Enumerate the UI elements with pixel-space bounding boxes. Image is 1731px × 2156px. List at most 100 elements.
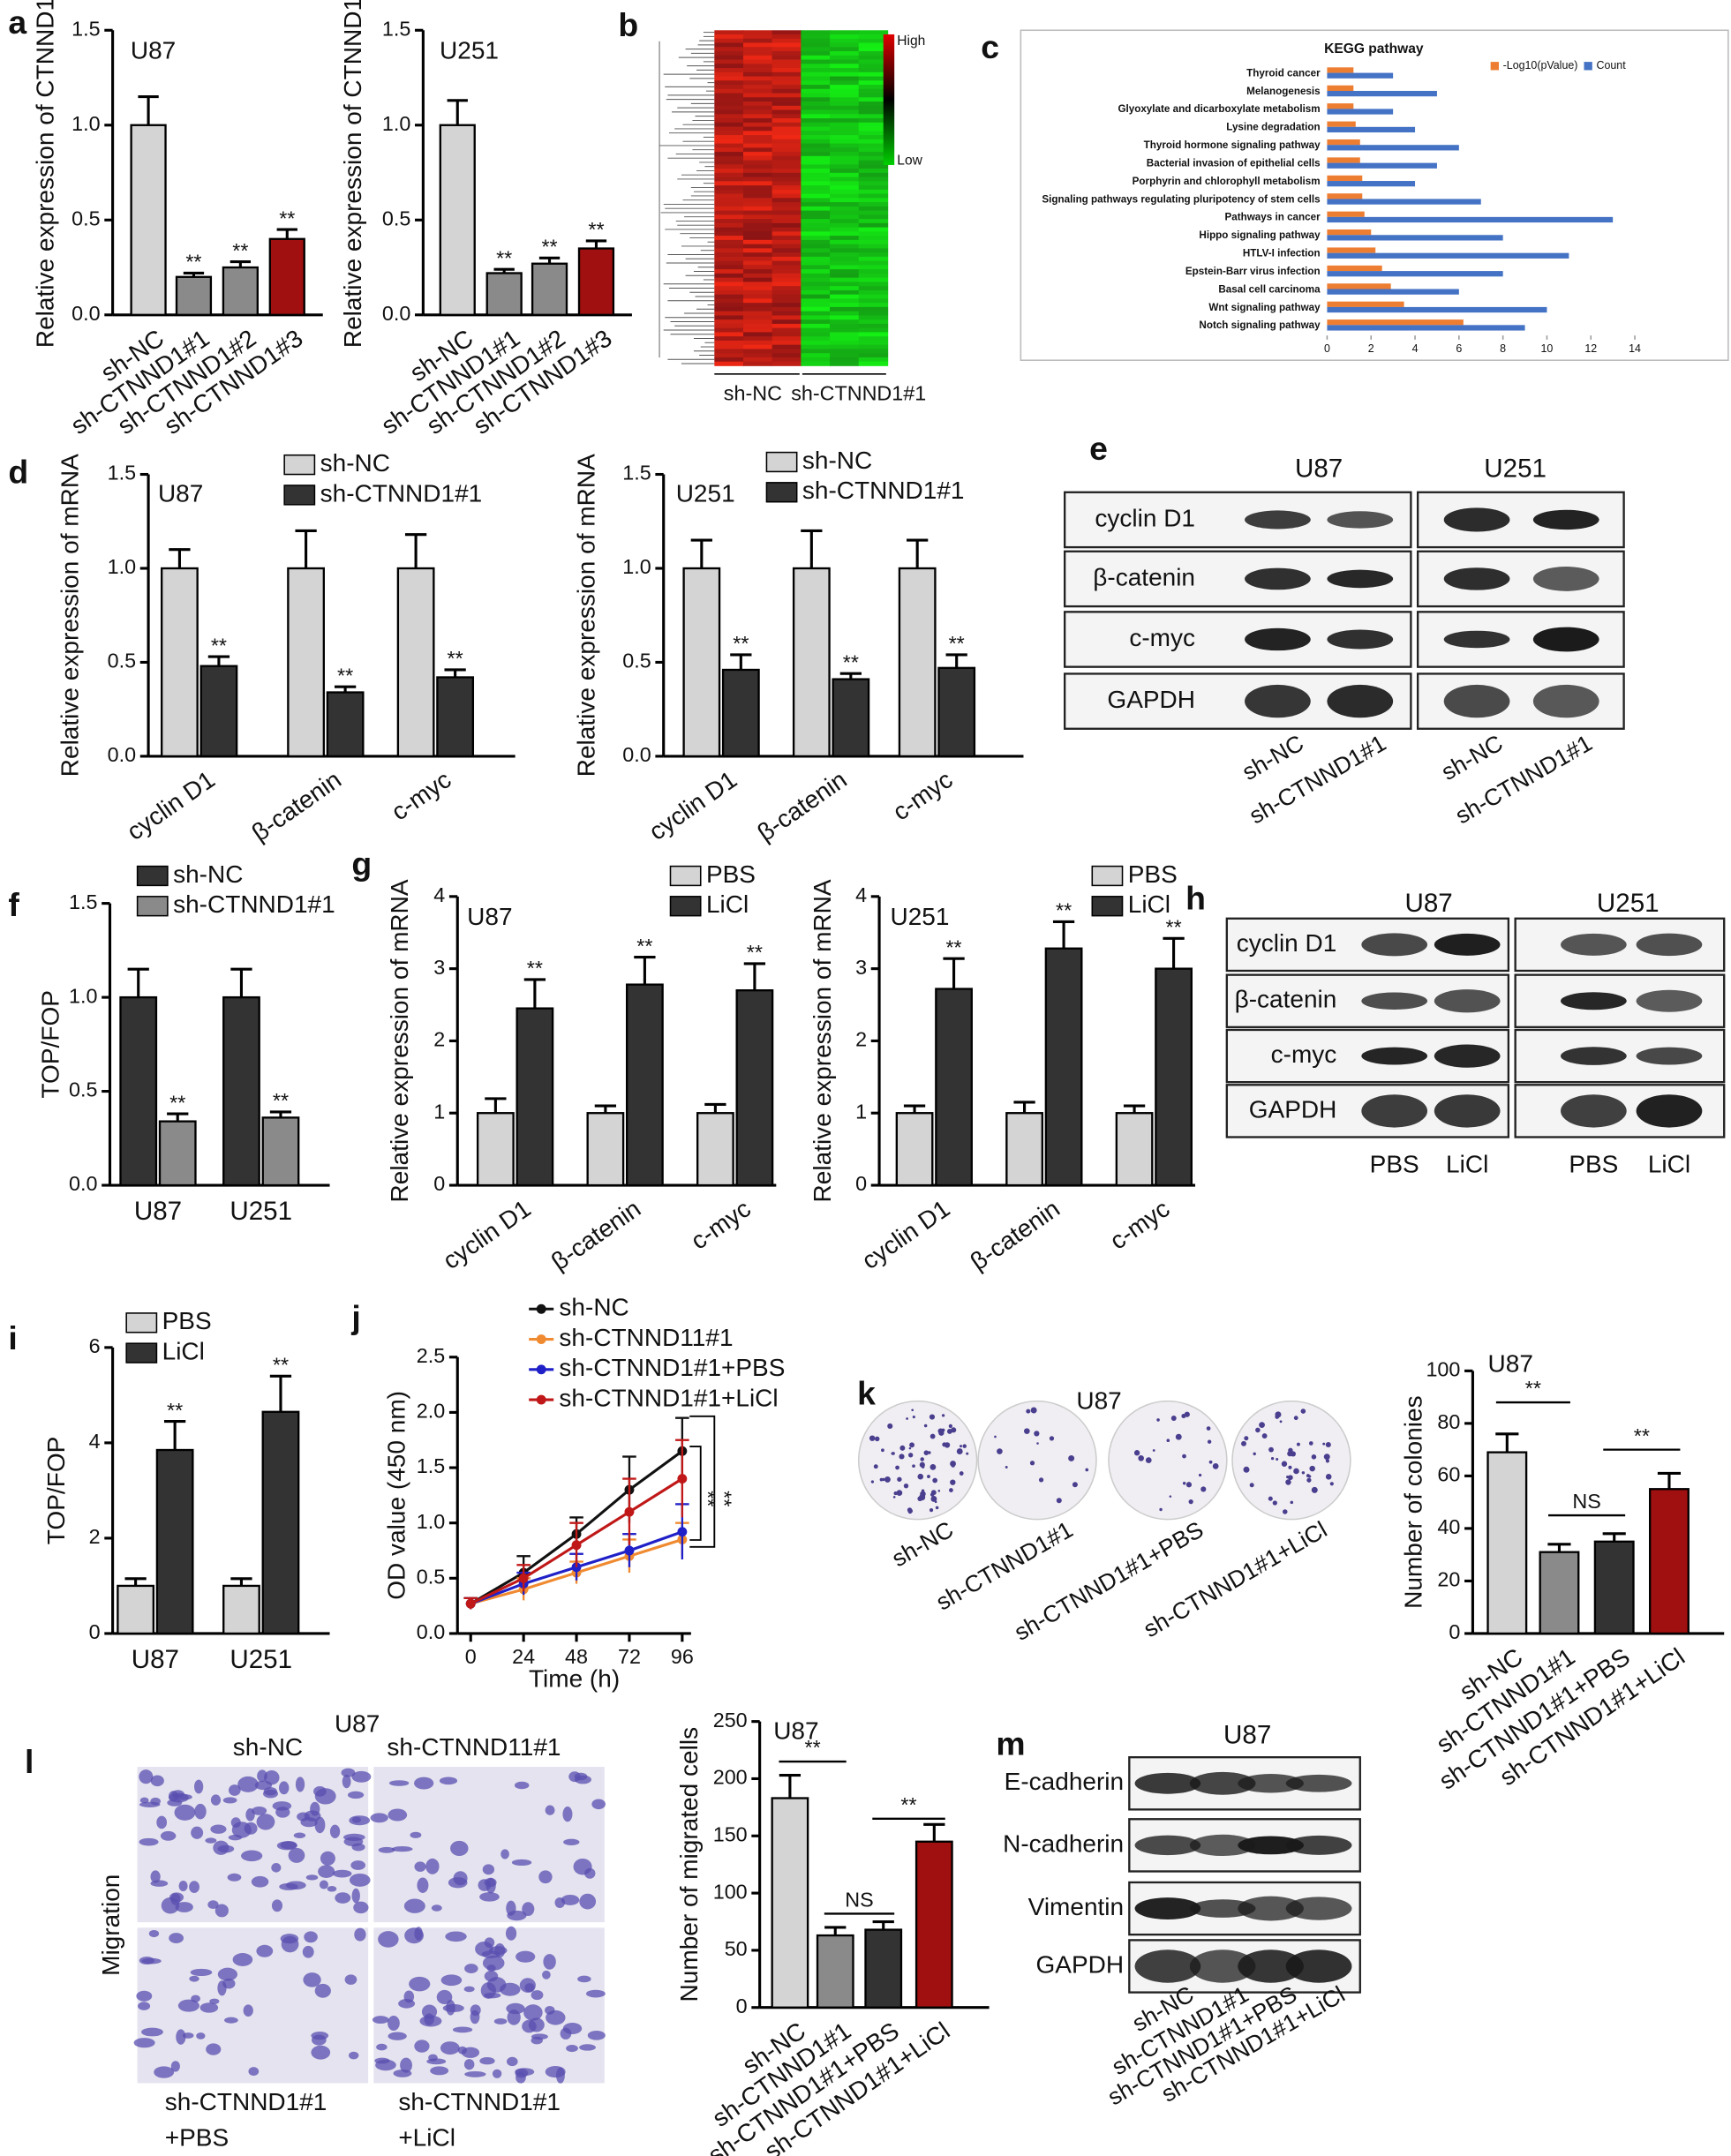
cell — [531, 2033, 548, 2040]
heatmap-cell — [771, 210, 802, 215]
cell — [351, 1770, 372, 1783]
heatmap-cell — [801, 206, 831, 212]
cell — [453, 1871, 468, 1886]
cell — [150, 1775, 164, 1787]
heatmap-cell — [714, 357, 744, 363]
heatmap-cell — [742, 172, 773, 177]
x-tick-label: 8 — [1500, 342, 1506, 355]
heatmap-cell — [801, 34, 831, 40]
significance: ** — [1166, 916, 1182, 939]
heatmap-cell — [714, 323, 744, 329]
cell — [168, 1792, 189, 1803]
cell — [554, 1897, 566, 1908]
heatmap-cell — [771, 47, 802, 52]
cell — [514, 1781, 530, 1790]
color-scale — [883, 34, 895, 165]
colony — [1181, 1413, 1186, 1419]
heatmap-cell — [830, 214, 860, 220]
colony — [937, 1490, 941, 1492]
y-tick-label: 1.5 — [108, 462, 136, 485]
heatmap-cell — [742, 93, 773, 98]
significance: ** — [696, 1491, 719, 1506]
significance: ** — [949, 632, 965, 655]
bracket-label: ** — [900, 1793, 916, 1816]
heatmap-cell — [742, 198, 773, 203]
y-tick-label: 1.0 — [382, 112, 410, 135]
heatmap-cell — [801, 105, 831, 110]
heatmap-cell — [714, 55, 744, 60]
heatmap-cell — [801, 97, 831, 102]
significance: ** — [185, 251, 201, 274]
cell — [484, 1971, 499, 1982]
cell — [563, 1838, 580, 1846]
bar — [832, 678, 870, 758]
heatmap-cell — [830, 269, 860, 274]
cell — [237, 1776, 259, 1792]
heatmap-cell — [742, 327, 773, 333]
band — [1434, 989, 1501, 1013]
heatmap-cell — [714, 294, 744, 299]
heatmap-cell — [714, 198, 744, 203]
heatmap-cell — [858, 181, 889, 186]
heatmap-cell — [771, 55, 802, 60]
bracket — [689, 1415, 716, 1548]
bar — [1327, 162, 1437, 169]
x-tick-label: β-catenin — [752, 765, 852, 846]
bar — [577, 247, 615, 316]
heatmap-cell — [771, 93, 802, 98]
y-tick-label: 0.0 — [71, 302, 100, 325]
heatmap-cell — [714, 101, 744, 107]
heatmap-cell — [771, 172, 802, 177]
heatmap-cell — [714, 155, 744, 161]
heatmap-cell — [830, 357, 860, 363]
heatmap-cell — [714, 118, 744, 124]
colony — [879, 1477, 884, 1482]
cell — [156, 1815, 168, 1829]
heatmap-cell — [830, 248, 860, 253]
legend-label: sh-CTNND1#1 — [320, 479, 483, 507]
y-tick-label: 200 — [713, 1766, 748, 1789]
band — [1636, 989, 1703, 1012]
heatmap-cell — [771, 177, 802, 182]
legend-swatch — [1091, 865, 1124, 887]
heatmap-cell — [858, 147, 889, 153]
heatmap-cell — [830, 147, 860, 153]
cell — [431, 1904, 442, 1912]
bar — [222, 1584, 260, 1635]
heatmap-cell — [714, 105, 744, 110]
heatmap-cell — [801, 327, 831, 333]
colony — [1026, 1409, 1031, 1414]
heatmap-cell — [858, 109, 889, 115]
band — [1443, 630, 1510, 649]
colony — [1212, 1463, 1219, 1469]
cell — [139, 1837, 159, 1846]
heatmap-cell — [858, 80, 889, 86]
heatmap-cell — [830, 109, 860, 115]
cell — [199, 2002, 219, 2013]
heatmap-cell — [742, 181, 773, 186]
y-axis-label: Relative expression of mRNA — [386, 879, 413, 1202]
heatmap-cell — [714, 147, 744, 153]
heatmap-cell — [858, 349, 889, 354]
bar — [222, 995, 260, 1187]
cell — [494, 1942, 506, 1958]
panel-label: j — [350, 1299, 360, 1336]
band — [1285, 1897, 1352, 1920]
band — [1285, 1774, 1352, 1792]
y-tick-label: 1.0 — [69, 984, 97, 1007]
heatmap-cell — [771, 277, 802, 282]
significance: ** — [945, 935, 961, 958]
bar — [586, 1112, 625, 1187]
y-tick-label: 1 — [433, 1100, 445, 1123]
heatmap-cell — [742, 252, 773, 258]
cell — [546, 2010, 566, 2025]
cell — [349, 1873, 371, 1887]
heatmap-cell — [714, 244, 744, 249]
heatmap-cell — [858, 289, 889, 296]
heatmap-cell — [830, 206, 860, 212]
category-label: Melanogenesis — [1246, 86, 1321, 97]
heatmap-cell — [771, 344, 802, 349]
colony — [899, 1445, 906, 1451]
colony — [917, 1473, 924, 1480]
bar — [1327, 199, 1481, 205]
